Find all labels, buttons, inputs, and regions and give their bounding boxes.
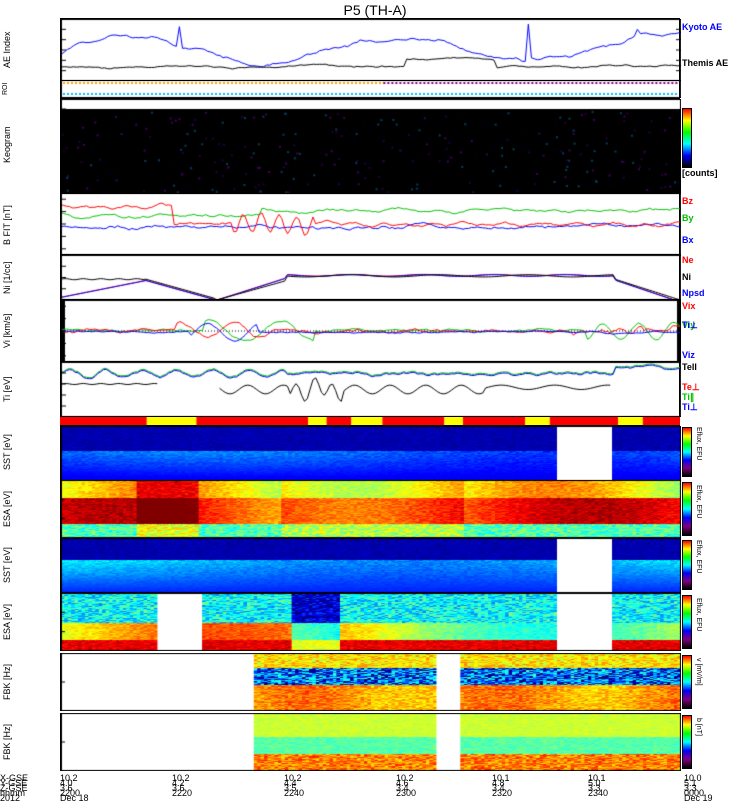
spectrogram-colorbar <box>682 595 692 649</box>
bfit-ylabel: B FIT [nT] <box>2 195 12 255</box>
vi-ylabel: Vi [km/s] <box>2 300 12 362</box>
spectrogram-colorbar <box>682 427 692 477</box>
tiperp-label: Ti⊥ <box>682 402 698 413</box>
vix-label: Vix <box>682 301 695 311</box>
colorbar-unit-label: v [mV/m] <box>695 658 702 686</box>
ti-ylabel: Ti [eV] <box>2 362 12 417</box>
tick-date-6: Dec 19 <box>684 793 713 803</box>
vix2-label: Ti⊥ <box>682 320 698 331</box>
ni-panel <box>60 255 680 300</box>
tick-date-0: Dec 18 <box>60 793 89 803</box>
bz-label: Bz <box>682 196 693 206</box>
keogram-colorbar <box>682 108 692 168</box>
fbk2-ylabel: FBK [Hz] <box>2 713 12 771</box>
spectrogram-colorbar <box>682 482 692 536</box>
ti-panel <box>60 362 680 417</box>
ae-ylabel: AE Index <box>2 20 12 80</box>
colorbar-unit-label: Eflux, EFU <box>695 485 702 518</box>
fbk1-ylabel: FBK [Hz] <box>2 653 12 711</box>
colorbar-unit-label: Eflux, EFU <box>695 598 702 631</box>
ni-label: Ni <box>682 272 691 282</box>
mode-status-bar <box>60 417 680 425</box>
tick-hhmm-4: 2320 <box>492 788 512 798</box>
keogram-colorbar-unit: [counts] <box>682 168 718 178</box>
colorbar-unit-label: Eflux, EFU <box>695 427 702 460</box>
spectrogram-colorbar <box>682 540 692 590</box>
row-label-year: 2012 <box>0 793 20 803</box>
sst-e2-panel <box>60 538 680 593</box>
sst-e2-ylabel: SST [eV] <box>2 538 12 593</box>
ae-panel <box>60 18 680 80</box>
themis-ae-label: Themis AE <box>682 58 728 68</box>
esa-e2-ylabel: ESA [eV] <box>2 593 12 651</box>
vi-panel <box>60 300 680 362</box>
bx-label: Bx <box>682 235 694 245</box>
spectrogram-colorbar <box>682 715 692 769</box>
esa-e1-panel <box>60 480 680 538</box>
esa-e1-ylabel: ESA [eV] <box>2 480 12 538</box>
keogram-ylabel: Keogram <box>2 100 12 190</box>
fbk1-panel <box>60 653 680 711</box>
sst-e1-panel <box>60 425 680 480</box>
spectrogram-colorbar <box>682 655 692 709</box>
roi-panel <box>60 80 680 98</box>
viz-label: Viz <box>682 350 695 360</box>
ne-label: Ne <box>682 255 694 265</box>
fbk2-panel <box>60 713 680 771</box>
colorbar-unit-label: Eflux, EFU <box>695 540 702 573</box>
tick-hhmm-3: 2300 <box>396 788 416 798</box>
plot-root: P5 (TH-A) AE Index Kyoto AE Themis AE RO… <box>0 0 750 800</box>
tell-label: Tell <box>682 362 697 372</box>
esa-e2-panel <box>60 593 680 651</box>
by-label: By <box>682 213 694 223</box>
npsd-label: Npsd <box>682 288 705 298</box>
colorbar-unit-label: b [nT] <box>695 718 702 736</box>
bottom-axis-table: X-GSE Y-GSE Z-GSE hhmm 2012 10.2 4.0 3.6 2200 Dec… <box>0 773 750 800</box>
sst-e1-ylabel: SST [eV] <box>2 425 12 480</box>
page-title: P5 (TH-A) <box>0 2 750 18</box>
bfit-panel <box>60 193 680 255</box>
roi-ylabel: ROI <box>2 80 9 98</box>
ni-ylabel: Ni [1/cc] <box>2 255 12 300</box>
tick-hhmm-5: 2340 <box>588 788 608 798</box>
tick-hhmm-1: 2220 <box>172 788 192 798</box>
keogram-panel <box>60 98 680 193</box>
kyoto-ae-label: Kyoto AE <box>682 22 722 32</box>
tick-hhmm-2: 2240 <box>284 788 304 798</box>
